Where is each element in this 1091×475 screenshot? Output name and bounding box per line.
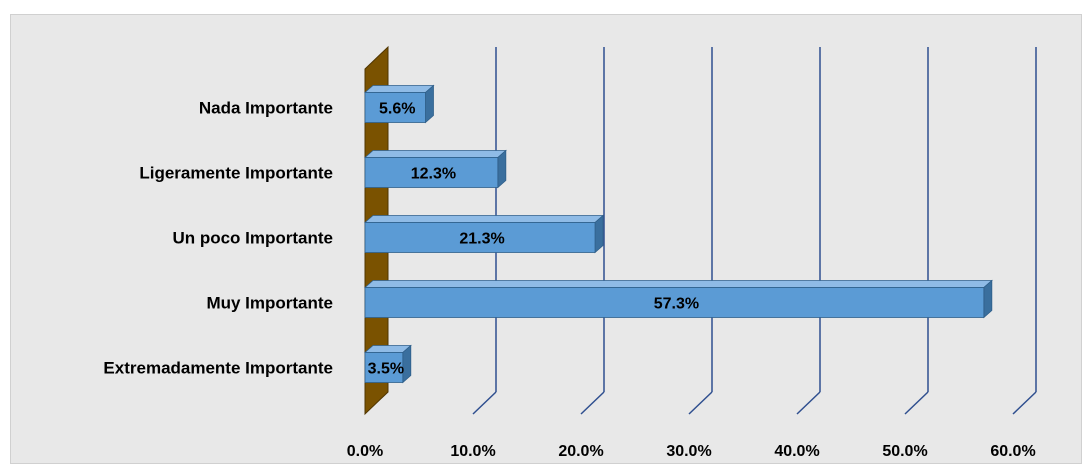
bar-top-face xyxy=(363,85,435,93)
bar-side-face xyxy=(497,149,507,189)
category-label: Un poco Importante xyxy=(172,229,333,248)
bar-front-face xyxy=(364,287,985,318)
data-label: 3.5% xyxy=(368,361,404,378)
bar-top-face xyxy=(363,150,507,158)
x-tick-label: 60.0% xyxy=(990,443,1035,460)
category-label: Ligeramente Importante xyxy=(139,164,333,183)
data-label: 57.3% xyxy=(654,296,699,313)
x-tick-label: 10.0% xyxy=(450,443,495,460)
x-tick-label: 50.0% xyxy=(882,443,927,460)
bar-front-face xyxy=(364,222,596,253)
x-tick-label: 0.0% xyxy=(347,443,383,460)
data-label: 12.3% xyxy=(411,166,456,183)
bar-top-face xyxy=(363,280,993,288)
gridline-floor xyxy=(1012,391,1037,415)
bar-side-face xyxy=(425,84,434,124)
gridline-floor xyxy=(472,391,497,415)
bars xyxy=(363,84,993,384)
category-label: Muy Importante xyxy=(206,294,333,313)
category-label: Nada Importante xyxy=(199,99,333,118)
x-tick-label: 20.0% xyxy=(558,443,603,460)
category-label: Extremadamente Importante xyxy=(103,359,333,378)
gridline-floor xyxy=(796,391,821,415)
bar-front-face xyxy=(364,352,404,383)
bar-top-face xyxy=(363,215,605,223)
bar-chart: 0.0% 10.0% 20.0% 30.0% 40.0% 50.0% 60.0% Nada I… xyxy=(103,45,1037,461)
bar-front-face xyxy=(364,92,426,123)
bar-side-face xyxy=(983,279,993,319)
labels: 0.0% 10.0% 20.0% 30.0% 40.0% 50.0% 60.0% Nada I… xyxy=(103,99,1035,461)
bar xyxy=(363,344,412,384)
bar xyxy=(363,214,605,254)
bar-front-face xyxy=(364,157,499,188)
x-tick-label: 30.0% xyxy=(666,443,711,460)
bar-side-face xyxy=(594,214,604,254)
data-label: 5.6% xyxy=(379,101,415,118)
bar xyxy=(363,149,507,189)
gridlines xyxy=(472,47,1037,415)
gridline-floor xyxy=(580,391,605,415)
bar xyxy=(363,279,993,319)
gridline-floor xyxy=(688,391,713,415)
data-label: 21.3% xyxy=(459,231,504,248)
chart-area: 0.0% 10.0% 20.0% 30.0% 40.0% 50.0% 60.0% Nada I… xyxy=(10,14,1082,464)
gridline-floor xyxy=(904,391,929,415)
x-tick-label: 40.0% xyxy=(774,443,819,460)
bar xyxy=(363,84,435,124)
